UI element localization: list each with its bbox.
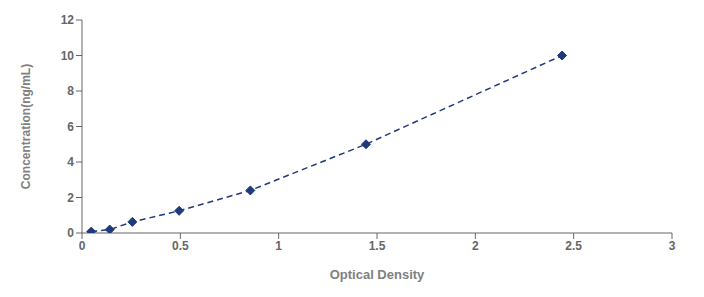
svg-text:8: 8 (67, 84, 74, 98)
svg-text:6: 6 (67, 120, 74, 134)
svg-text:2: 2 (67, 191, 74, 205)
svg-text:4: 4 (67, 155, 74, 169)
svg-text:10: 10 (61, 49, 75, 63)
svg-text:0.5: 0.5 (172, 239, 189, 253)
svg-text:0: 0 (67, 226, 74, 240)
svg-text:Concentration(ng/mL): Concentration(ng/mL) (19, 64, 33, 189)
svg-text:1.5: 1.5 (369, 239, 386, 253)
svg-text:2.5: 2.5 (565, 239, 582, 253)
svg-text:0: 0 (79, 239, 86, 253)
svg-text:3: 3 (669, 239, 676, 253)
svg-text:2: 2 (472, 239, 479, 253)
svg-text:12: 12 (61, 13, 75, 27)
svg-text:1: 1 (275, 239, 282, 253)
svg-text:Optical Density: Optical Density (330, 267, 425, 282)
